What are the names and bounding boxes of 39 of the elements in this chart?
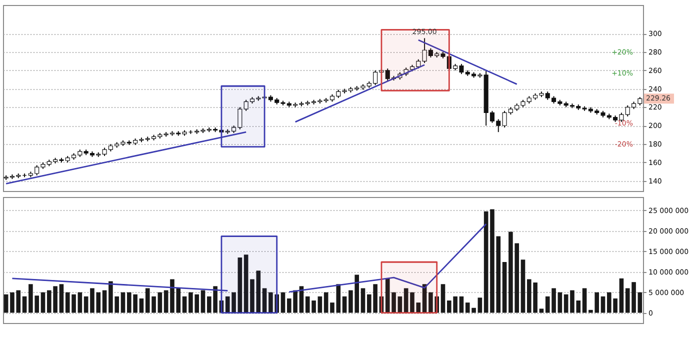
bar	[158, 292, 162, 313]
bar	[459, 296, 464, 313]
bar	[478, 298, 482, 313]
bar	[78, 292, 82, 313]
bar	[318, 296, 322, 313]
bar	[200, 290, 206, 313]
bar	[398, 296, 402, 313]
bar	[262, 288, 267, 313]
bar	[342, 296, 347, 313]
bar	[539, 308, 544, 313]
bar	[619, 278, 624, 313]
bar	[4, 294, 8, 313]
bar	[182, 296, 187, 313]
bar	[59, 284, 64, 313]
bar	[558, 292, 562, 313]
bar	[484, 211, 488, 313]
bar	[404, 288, 408, 313]
bar	[40, 292, 46, 313]
bar	[324, 292, 328, 313]
bar	[379, 296, 384, 313]
bar	[238, 258, 242, 313]
bar	[22, 296, 27, 313]
bar	[280, 292, 286, 313]
line-series	[288, 223, 487, 293]
bar	[139, 298, 144, 313]
bar	[360, 288, 366, 313]
bar	[520, 260, 526, 313]
bar	[102, 290, 107, 313]
bar	[120, 292, 126, 313]
bar	[502, 262, 507, 313]
bar	[638, 292, 642, 313]
bar	[84, 296, 88, 313]
bar	[164, 290, 168, 313]
bar	[244, 254, 248, 313]
bar	[564, 294, 568, 313]
bar	[219, 300, 224, 313]
bar	[582, 288, 587, 313]
bar	[600, 296, 606, 313]
bar	[440, 284, 446, 313]
